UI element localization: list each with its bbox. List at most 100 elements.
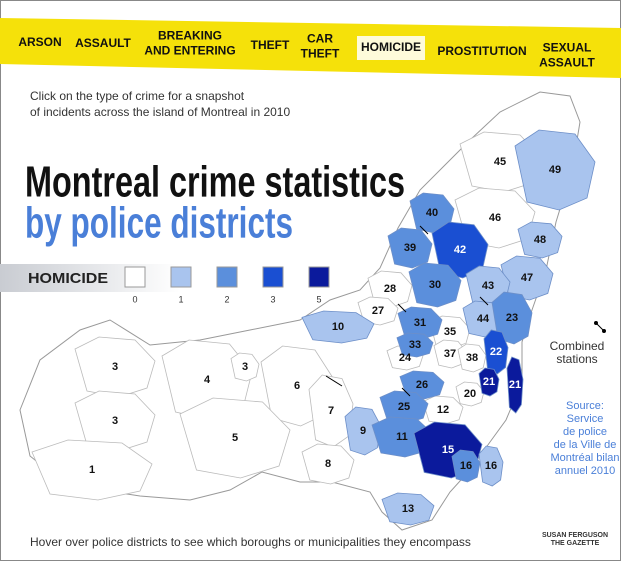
nav-tab-label[interactable]: SEXUAL xyxy=(543,41,592,55)
district-label[interactable]: 23 xyxy=(506,312,518,324)
district-label[interactable]: 16 xyxy=(460,460,472,472)
district-label[interactable]: 24 xyxy=(399,352,412,364)
district[interactable] xyxy=(422,395,464,425)
nav-tab[interactable]: THEFT xyxy=(251,38,290,52)
district[interactable] xyxy=(455,381,485,407)
district-label[interactable]: 28 xyxy=(384,283,396,295)
nav-tab-label[interactable]: ARSON xyxy=(18,35,61,49)
district-label[interactable]: 48 xyxy=(534,234,546,246)
district-label[interactable]: 27 xyxy=(372,305,384,317)
nav-tab[interactable]: HOMICIDE xyxy=(357,36,425,60)
nav-tab[interactable]: ARSON xyxy=(18,35,61,49)
district-label[interactable]: 30 xyxy=(429,279,441,291)
district-label[interactable]: 25 xyxy=(398,401,410,413)
nav-tab-label[interactable]: BREAKING xyxy=(158,29,222,43)
district[interactable] xyxy=(387,227,433,269)
district-label[interactable]: 10 xyxy=(332,321,344,333)
district[interactable] xyxy=(301,310,375,344)
legend-swatch xyxy=(170,266,192,288)
district[interactable] xyxy=(381,492,435,526)
district-label[interactable]: 13 xyxy=(402,503,414,515)
district-label[interactable]: 16 xyxy=(485,460,497,472)
nav-tab[interactable]: PROSTITUTION xyxy=(437,44,526,58)
district[interactable] xyxy=(396,332,434,358)
district[interactable] xyxy=(74,336,156,398)
district-label[interactable]: 46 xyxy=(489,212,501,224)
nav-tab-label[interactable]: THEFT xyxy=(251,38,290,52)
combined-stations-label: stations xyxy=(556,352,597,366)
district-label[interactable]: 21 xyxy=(483,376,495,388)
district-label[interactable]: 1 xyxy=(89,464,95,476)
district-label[interactable]: 22 xyxy=(490,346,502,358)
district[interactable] xyxy=(478,445,504,487)
district-label[interactable]: 9 xyxy=(360,425,366,437)
district[interactable] xyxy=(514,129,596,211)
nav-tab-label[interactable]: AND ENTERING xyxy=(144,44,235,58)
district-label[interactable]: 45 xyxy=(494,156,506,168)
district[interactable] xyxy=(31,439,153,501)
legend-swatch xyxy=(216,266,238,288)
combined-stations-label: Combined xyxy=(550,339,605,353)
district-label[interactable]: 21 xyxy=(509,379,521,391)
nav-tab[interactable]: ASSAULT xyxy=(75,36,131,50)
legend-swatch xyxy=(124,266,146,288)
intro-line: of incidents across the island of Montre… xyxy=(30,105,290,119)
district-label[interactable]: 47 xyxy=(521,272,533,284)
district-label[interactable]: 3 xyxy=(242,361,248,373)
district-label[interactable]: 20 xyxy=(464,388,476,400)
district-label[interactable]: 31 xyxy=(414,317,426,329)
credit: THE GAZETTE xyxy=(551,540,600,547)
district-label[interactable]: 6 xyxy=(294,380,300,392)
district-label[interactable]: 7 xyxy=(328,405,334,417)
legend-value: 2 xyxy=(224,294,229,304)
district-label[interactable]: 38 xyxy=(466,352,478,364)
credit: SUSAN FERGUSON xyxy=(542,532,608,539)
district[interactable] xyxy=(408,262,462,308)
nav-tab-label[interactable]: ASSAULT xyxy=(75,36,131,50)
district-label[interactable]: 4 xyxy=(204,374,211,386)
district[interactable] xyxy=(451,449,481,483)
district[interactable] xyxy=(478,367,500,397)
district-label[interactable]: 44 xyxy=(477,313,490,325)
district-label[interactable]: 35 xyxy=(444,326,456,338)
district-label[interactable]: 43 xyxy=(482,280,494,292)
district-label[interactable]: 3 xyxy=(112,361,118,373)
combined-station-markers xyxy=(325,225,606,397)
district-label[interactable]: 3 xyxy=(112,415,118,427)
district[interactable] xyxy=(179,397,291,479)
legend-band xyxy=(0,264,180,292)
district-label[interactable]: 37 xyxy=(444,348,456,360)
nav-band xyxy=(0,18,621,78)
district-label[interactable]: 42 xyxy=(454,244,466,256)
district-label[interactable]: 12 xyxy=(437,404,449,416)
district-label[interactable]: 39 xyxy=(404,242,416,254)
district-label[interactable]: 33 xyxy=(409,339,421,351)
nav-tab-label[interactable]: HOMICIDE xyxy=(361,40,421,54)
nav-tab-label[interactable]: CAR xyxy=(307,32,333,46)
legend-label: HOMICIDE xyxy=(28,270,108,287)
nav-tab-label[interactable]: THEFT xyxy=(301,47,340,61)
district-label[interactable]: 40 xyxy=(426,207,438,219)
district[interactable] xyxy=(506,356,524,414)
district-label[interactable]: 11 xyxy=(396,431,408,443)
district-label[interactable]: 49 xyxy=(549,164,561,176)
nav-tab-label[interactable]: ASSAULT xyxy=(539,56,595,70)
district-label[interactable]: 8 xyxy=(325,458,331,470)
legend-value: 3 xyxy=(270,294,275,304)
nav-tab-label[interactable]: PROSTITUTION xyxy=(437,44,526,58)
district-label[interactable]: 5 xyxy=(232,432,238,444)
district[interactable] xyxy=(230,352,260,382)
district[interactable] xyxy=(457,343,487,373)
district-label[interactable]: 15 xyxy=(442,444,454,456)
source-line: Service xyxy=(567,413,604,425)
district[interactable] xyxy=(517,221,563,259)
district[interactable] xyxy=(301,443,355,485)
subtitle: by police districts xyxy=(25,199,293,248)
district-label[interactable]: 26 xyxy=(416,379,428,391)
